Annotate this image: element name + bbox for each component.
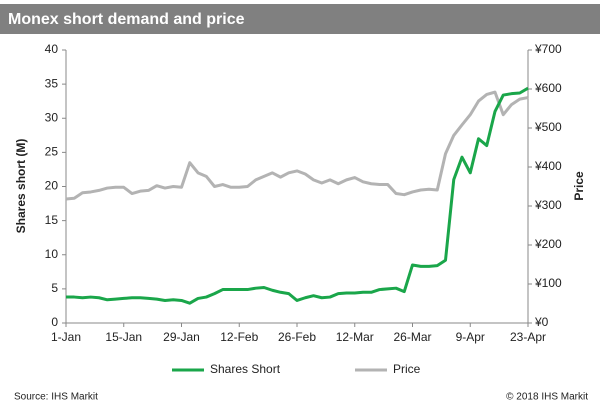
y-axis-title: Shares short (M): [14, 139, 28, 234]
x-tick-label: 1-Jan: [51, 330, 81, 344]
y2-tick-label: ¥500: [534, 120, 562, 134]
y2-tick-label: ¥400: [534, 159, 562, 173]
y-tick-label: 30: [45, 110, 59, 124]
x-tick-label: 26-Mar: [393, 330, 431, 344]
series-line: [65, 90, 529, 201]
copyright: © 2018 IHS Markit: [506, 392, 588, 403]
y-tick-label: 25: [45, 145, 59, 159]
legend-label: Price: [393, 362, 421, 376]
x-tick-label: 12-Mar: [336, 330, 374, 344]
y2-tick-label: ¥200: [534, 237, 562, 251]
y-tick-label: 5: [51, 281, 58, 295]
y2-tick-label: ¥300: [534, 198, 562, 212]
y2-tick-label: ¥100: [534, 276, 562, 290]
x-tick-label: 9-Apr: [456, 330, 485, 344]
y2-tick-label: ¥700: [534, 42, 562, 56]
y2-tick-label: ¥600: [534, 81, 562, 95]
x-tick-label: 29-Jan: [163, 330, 200, 344]
y-tick-label: 20: [45, 179, 59, 193]
title-bar: [0, 4, 600, 34]
y2-axis-title: Price: [572, 171, 586, 201]
y-tick-label: 40: [45, 42, 59, 56]
legend-label: Shares Short: [210, 362, 281, 376]
y-tick-label: 35: [45, 76, 59, 90]
x-tick-label: 26-Feb: [278, 330, 316, 344]
y-tick-label: 10: [45, 247, 59, 261]
x-tick-label: 23-Apr: [510, 330, 546, 344]
y-tick-label: 0: [51, 315, 58, 329]
chart-title: Monex short demand and price: [8, 11, 245, 28]
x-tick-label: 15-Jan: [105, 330, 142, 344]
y-tick-label: 15: [45, 213, 59, 227]
series-line: [66, 86, 529, 305]
x-tick-label: 12-Feb: [220, 330, 258, 344]
y2-tick-label: ¥0: [534, 315, 549, 329]
source: Source: IHS Markit: [14, 392, 98, 403]
